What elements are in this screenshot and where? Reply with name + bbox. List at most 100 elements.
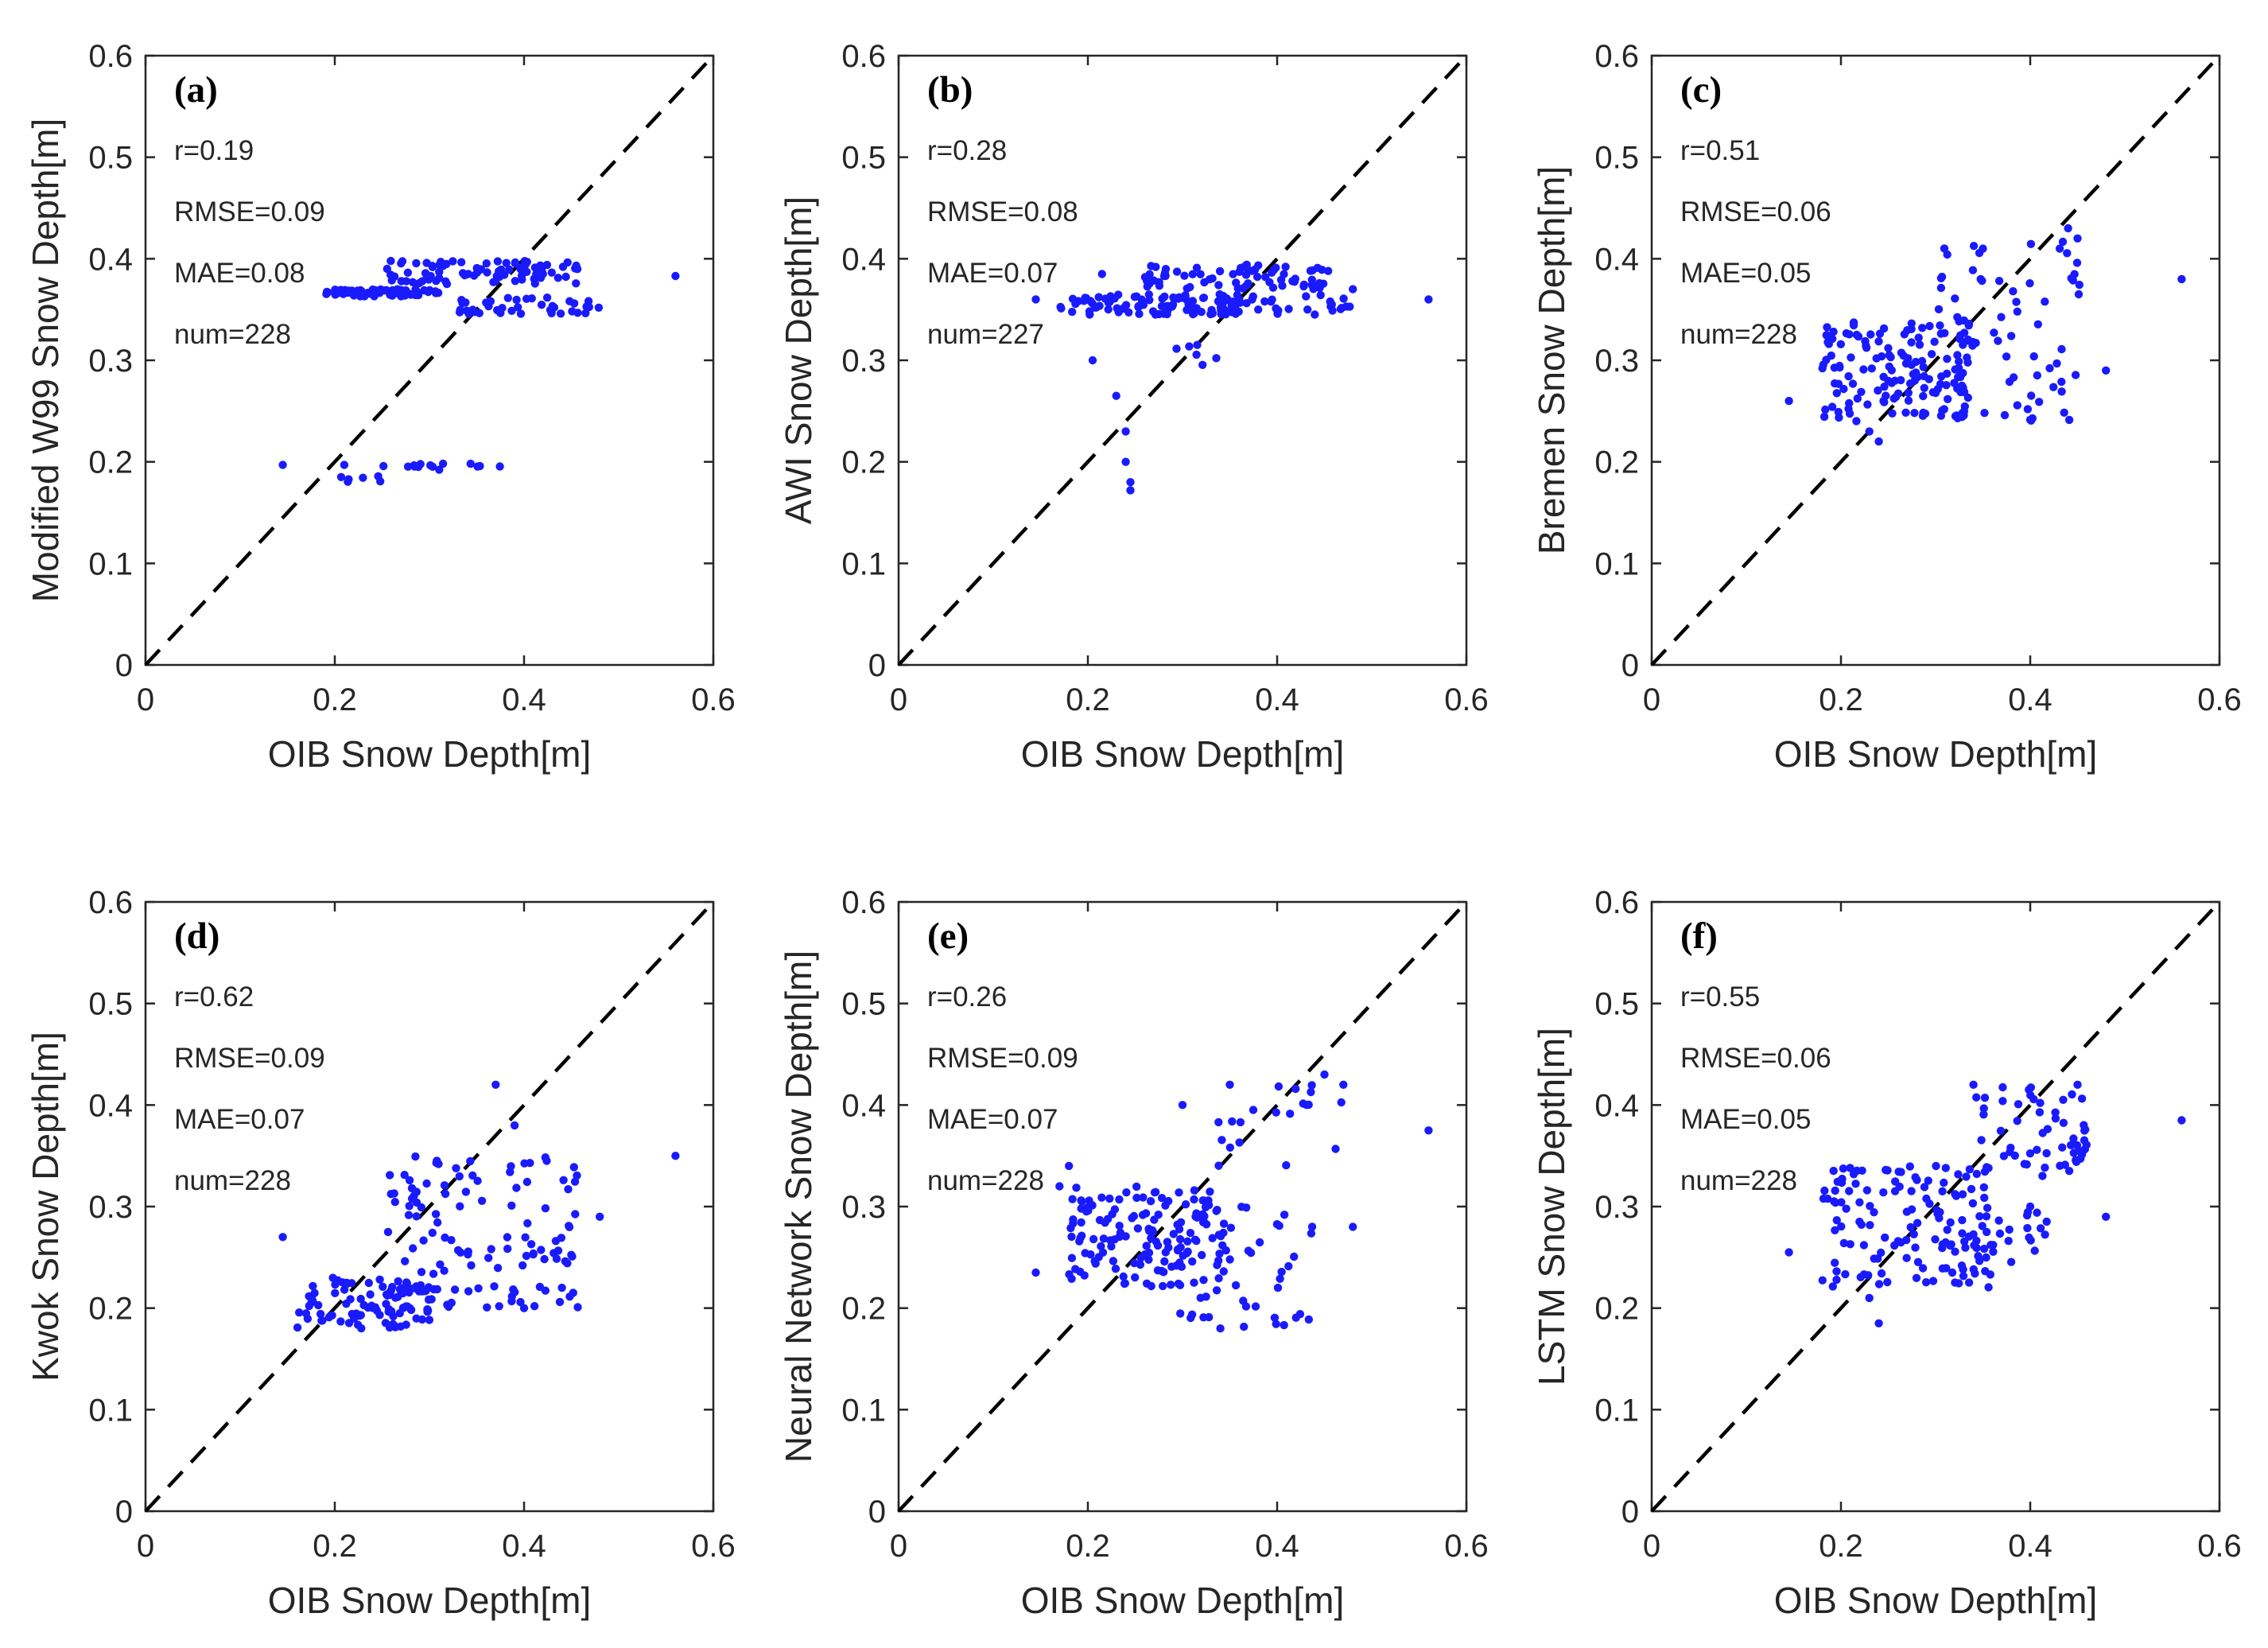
data-point — [1331, 1145, 1340, 1153]
data-point — [1071, 1265, 1080, 1273]
data-point — [455, 1172, 464, 1181]
data-point — [1938, 1240, 1948, 1249]
data-point — [2005, 377, 2014, 387]
data-point — [1933, 385, 1942, 394]
stat-text-num: num=228 — [1680, 319, 1797, 350]
data-point — [1255, 1238, 1264, 1247]
data-point — [1937, 372, 1946, 381]
data-point — [1151, 1187, 1160, 1197]
x-tick-label: 0.2 — [1819, 682, 1863, 717]
data-point — [1146, 1197, 1155, 1206]
data-point — [314, 1300, 323, 1310]
data-point — [1856, 1273, 1865, 1282]
data-point — [1215, 1250, 1224, 1258]
data-point — [2060, 408, 2068, 417]
data-point — [1067, 1253, 1077, 1262]
stat-text-rmse: RMSE=0.08 — [927, 196, 1078, 227]
data-point — [1859, 365, 1868, 374]
data-point — [355, 1312, 364, 1320]
data-point — [1902, 1253, 1911, 1262]
data-point — [1110, 1205, 1120, 1214]
data-point — [1951, 1191, 1961, 1200]
data-point — [398, 1304, 408, 1312]
data-point — [1291, 1084, 1300, 1094]
data-point — [1846, 1164, 1854, 1172]
data-point — [1944, 395, 1952, 403]
x-axis-title: OIB Snow Depth[m] — [1774, 1580, 2098, 1621]
data-point — [442, 259, 451, 269]
scatter-points — [1784, 1080, 2186, 1328]
data-point — [2069, 1134, 2078, 1143]
data-point — [1907, 1187, 1916, 1195]
data-point — [1284, 305, 1293, 313]
data-point — [1424, 1126, 1433, 1135]
data-point — [1943, 355, 1951, 363]
y-tick-label: 0 — [868, 1494, 886, 1529]
data-point — [1907, 1205, 1917, 1214]
data-point — [1135, 309, 1144, 318]
data-point — [1819, 1194, 1828, 1203]
data-point — [442, 279, 452, 289]
data-point — [1215, 266, 1225, 276]
data-point — [495, 1302, 503, 1311]
data-point — [1975, 1212, 1984, 1221]
data-point — [1097, 1242, 1105, 1251]
x-tick-label: 0.2 — [1066, 682, 1110, 717]
data-point — [561, 272, 570, 282]
data-point — [386, 1307, 396, 1316]
data-point — [1217, 1136, 1226, 1145]
data-point — [419, 1236, 428, 1245]
data-point — [537, 301, 546, 309]
data-point — [2049, 383, 2058, 391]
stat-text-r: r=0.19 — [174, 135, 254, 166]
data-point — [1104, 298, 1113, 307]
data-point — [1855, 1198, 1864, 1207]
data-point — [596, 1212, 604, 1222]
y-tick-label: 0.5 — [88, 141, 133, 176]
data-point — [1147, 1234, 1155, 1243]
data-point — [559, 1176, 568, 1185]
data-point — [557, 1283, 566, 1292]
data-point — [386, 256, 395, 266]
data-point — [428, 1228, 437, 1238]
data-point — [2000, 410, 2010, 420]
data-point — [483, 1303, 491, 1312]
data-point — [1219, 1267, 1229, 1276]
data-point — [316, 1309, 325, 1319]
data-point — [1920, 383, 1928, 392]
data-point — [1235, 1138, 1244, 1147]
data-point — [1302, 292, 1311, 301]
data-point — [340, 461, 349, 469]
data-point — [671, 271, 680, 281]
data-point — [2052, 359, 2061, 368]
data-point — [1969, 1080, 1978, 1090]
data-point — [1079, 297, 1089, 305]
x-tick-label: 0 — [137, 1529, 154, 1564]
data-point — [2059, 1095, 2068, 1105]
data-point — [1198, 1250, 1206, 1260]
x-tick-label: 0.6 — [2197, 1529, 2242, 1564]
data-point — [2041, 1163, 2049, 1172]
scatter-points — [1784, 223, 2186, 446]
data-point — [1943, 1226, 1951, 1234]
data-point — [1979, 244, 1987, 253]
data-point — [2006, 332, 2016, 340]
data-point — [1069, 1215, 1078, 1224]
data-point — [383, 264, 391, 274]
data-point — [1990, 328, 1998, 337]
data-point — [1980, 1094, 1990, 1102]
data-point — [1979, 1110, 1988, 1119]
data-point — [1874, 1319, 1883, 1328]
data-point — [403, 462, 413, 471]
data-point — [1180, 271, 1189, 280]
data-point — [402, 277, 411, 286]
data-point — [1830, 1197, 1839, 1206]
data-point — [1133, 1224, 1143, 1233]
data-point — [1958, 1215, 1967, 1225]
data-point — [1981, 1267, 1990, 1276]
y-tick-label: 0.1 — [841, 546, 886, 581]
y-tick-label: 0 — [868, 648, 886, 683]
data-point — [390, 1198, 399, 1207]
data-point — [375, 1275, 384, 1285]
data-point — [1903, 326, 1912, 335]
